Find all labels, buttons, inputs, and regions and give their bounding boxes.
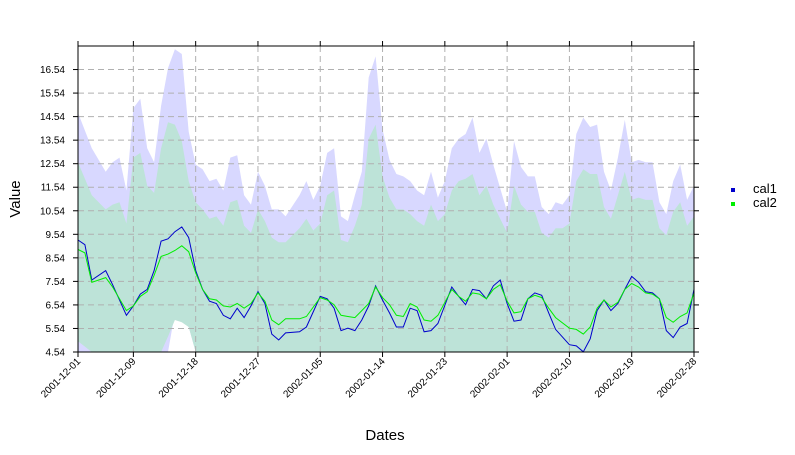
axis-ticks: [73, 41, 699, 357]
legend-label-cal1: cal1: [753, 181, 777, 196]
y-tick-label-10: 14.54: [40, 112, 65, 123]
x-axis-title: Dates: [365, 427, 404, 444]
y-tick-label-4: 8.54: [46, 253, 66, 264]
series-lines: [77, 226, 695, 353]
plot-frame: [77, 45, 695, 353]
y-tick-label-6: 10.54: [40, 206, 65, 217]
y-tick-label-11: 15.54: [40, 89, 65, 100]
legend-label-cal2: cal2: [753, 195, 777, 210]
y-tick-label-12: 16.54: [40, 65, 65, 76]
y-tick-label-8: 12.54: [40, 159, 65, 170]
y-tick-label-3: 7.54: [46, 277, 66, 288]
x-tick-label-6: 2002-01-23: [406, 356, 450, 400]
x-tick-label-4: 2002-01-05: [281, 356, 325, 400]
y-tick-label-2: 6.54: [46, 300, 66, 311]
x-tick-label-10: 2002-02-28: [655, 356, 699, 400]
y-tick-label-0: 4.54: [46, 348, 66, 359]
series-line-cal1: [77, 226, 695, 353]
y-tick-label-7: 11.54: [41, 183, 66, 194]
legend-swatch-cal2: [731, 202, 735, 206]
x-tick-label-3: 2001-12-27: [219, 356, 263, 400]
legend-swatch-cal1: [731, 188, 735, 192]
x-tick-label-0: 2001-12-01: [39, 356, 83, 400]
y-tick-label-5: 9.54: [46, 230, 66, 241]
x-tick-label-9: 2002-02-19: [593, 356, 637, 400]
x-tick-label-7: 2002-02-01: [468, 356, 512, 400]
x-tick-label-1: 2001-12-09: [95, 356, 139, 400]
series-line-cal2: [77, 245, 695, 335]
x-tick-label-2: 2001-12-18: [157, 356, 201, 400]
y-tick-label-1: 5.54: [46, 324, 66, 335]
y-axis-title: Value: [7, 180, 24, 217]
x-tick-label-8: 2002-02-10: [531, 356, 575, 400]
y-tick-label-9: 13.54: [40, 136, 65, 147]
x-tick-label-5: 2002-01-14: [344, 356, 388, 400]
